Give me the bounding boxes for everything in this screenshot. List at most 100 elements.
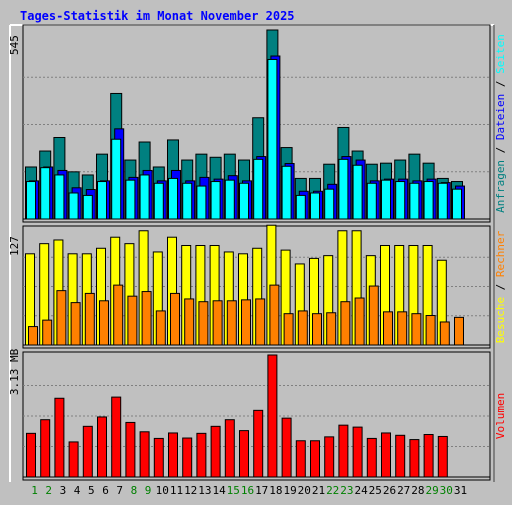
bar-seiten-20 (295, 194, 306, 220)
bar-volumen-30 (437, 435, 448, 478)
day-label-16: 16 (241, 484, 254, 497)
bar-volumen-28 (409, 439, 420, 478)
bar-seiten-12 (182, 182, 193, 220)
day-label-3: 3 (60, 484, 67, 497)
bar-seiten-23 (338, 158, 349, 220)
day-label-18: 18 (269, 484, 282, 497)
day-label-4: 4 (74, 484, 81, 497)
bar-seiten-10 (153, 182, 164, 220)
bar-seiten-25 (366, 182, 377, 220)
bar-volumen-19 (281, 417, 292, 478)
bar-rechner-1 (28, 326, 38, 346)
day-label-23: 23 (340, 484, 353, 497)
day-label-24: 24 (354, 484, 368, 497)
bar-rechner-12 (184, 298, 195, 346)
bar-volumen-22 (324, 436, 335, 478)
bar-rechner-23 (340, 301, 351, 346)
bar-volumen-3 (54, 397, 65, 478)
bar-rechner-25 (368, 285, 379, 346)
bar-rechner-4 (70, 302, 81, 346)
day-label-26: 26 (383, 484, 396, 497)
bar-seiten-24 (352, 164, 363, 220)
bar-volumen-1 (26, 432, 36, 478)
side-legend-part: / (494, 140, 507, 160)
day-label-14: 14 (212, 484, 226, 497)
day-label-27: 27 (397, 484, 410, 497)
bar-volumen-5 (82, 425, 93, 478)
day-label-15: 15 (227, 484, 240, 497)
bar-volumen-13 (196, 432, 207, 478)
side-legend-visits: Besuche / Rechner (494, 230, 507, 343)
bar-volumen-29 (423, 434, 434, 478)
bar-seiten-26 (381, 179, 391, 220)
bar-rechner-26 (383, 311, 393, 346)
bar-seiten-29 (423, 181, 434, 220)
bar-volumen-15 (224, 419, 235, 478)
side-legend-part: Besuche (494, 297, 507, 343)
bar-seiten-9 (139, 174, 150, 220)
bar-rechner-7 (113, 284, 124, 346)
side-legend-hits: Anfragen / Dateien / Seiten (494, 34, 507, 213)
bar-volumen-7 (111, 396, 122, 478)
day-label-20: 20 (298, 484, 311, 497)
bar-rechner-28 (411, 313, 422, 346)
bar-volumen-16 (239, 430, 249, 478)
bar-seiten-28 (409, 182, 420, 220)
bar-seiten-2 (40, 167, 51, 220)
bar-seiten-1 (26, 181, 36, 220)
day-label-8: 8 (131, 484, 138, 497)
ymax-label-volume: 3.13 MB (8, 348, 21, 395)
chart-title: Tages-Statistik im Monat November 2025 (20, 9, 295, 23)
bar-volumen-24 (352, 426, 363, 478)
bar-volumen-27 (395, 434, 406, 478)
side-legend-part: / (494, 74, 507, 94)
bar-volumen-10 (153, 437, 164, 478)
day-label-28: 28 (411, 484, 424, 497)
day-label-1: 1 (31, 484, 38, 497)
day-label-19: 19 (283, 484, 296, 497)
bar-volumen-25 (366, 437, 377, 478)
bar-volumen-9 (139, 431, 150, 478)
bar-rechner-2 (42, 319, 53, 346)
side-legend-part: Dateien (494, 94, 507, 140)
bar-volumen-11 (168, 432, 178, 478)
bar-seiten-27 (395, 181, 406, 220)
bar-volumen-23 (338, 424, 349, 478)
bar-volumen-26 (381, 432, 391, 478)
panel-frame-hits (22, 24, 491, 223)
bar-volumen-14 (210, 425, 221, 478)
bar-seiten-6 (97, 181, 107, 220)
day-label-13: 13 (198, 484, 211, 497)
day-label-22: 22 (326, 484, 339, 497)
bar-volumen-18 (267, 354, 278, 478)
bar-volumen-17 (253, 409, 264, 478)
day-label-6: 6 (102, 484, 109, 497)
bar-rechner-9 (141, 291, 152, 346)
day-label-12: 12 (184, 484, 197, 497)
side-legend-part: Seiten (494, 34, 507, 74)
bar-seiten-11 (168, 177, 178, 220)
bar-seiten-13 (196, 185, 207, 220)
bar-seiten-31 (452, 188, 462, 220)
bar-rechner-8 (127, 295, 138, 346)
bar-rechner-20 (297, 310, 308, 346)
side-legend-part: / (494, 277, 507, 297)
bar-volumen-8 (125, 421, 136, 478)
bar-volumen-2 (40, 419, 51, 478)
bar-rechner-17 (255, 298, 266, 346)
bar-rechner-15 (226, 300, 237, 346)
day-label-25: 25 (369, 484, 382, 497)
day-label-21: 21 (312, 484, 325, 497)
bar-volumen-20 (295, 440, 306, 478)
bar-seiten-8 (125, 179, 136, 220)
bar-seiten-3 (54, 174, 65, 220)
day-label-5: 5 (88, 484, 95, 497)
bar-rechner-11 (170, 292, 180, 346)
bar-rechner-18 (269, 284, 280, 346)
bar-seiten-17 (253, 158, 264, 220)
bar-volumen-4 (68, 441, 79, 478)
bar-seiten-16 (239, 182, 249, 220)
day-label-7: 7 (116, 484, 123, 497)
ymax-label-visits: 127 (8, 236, 21, 256)
